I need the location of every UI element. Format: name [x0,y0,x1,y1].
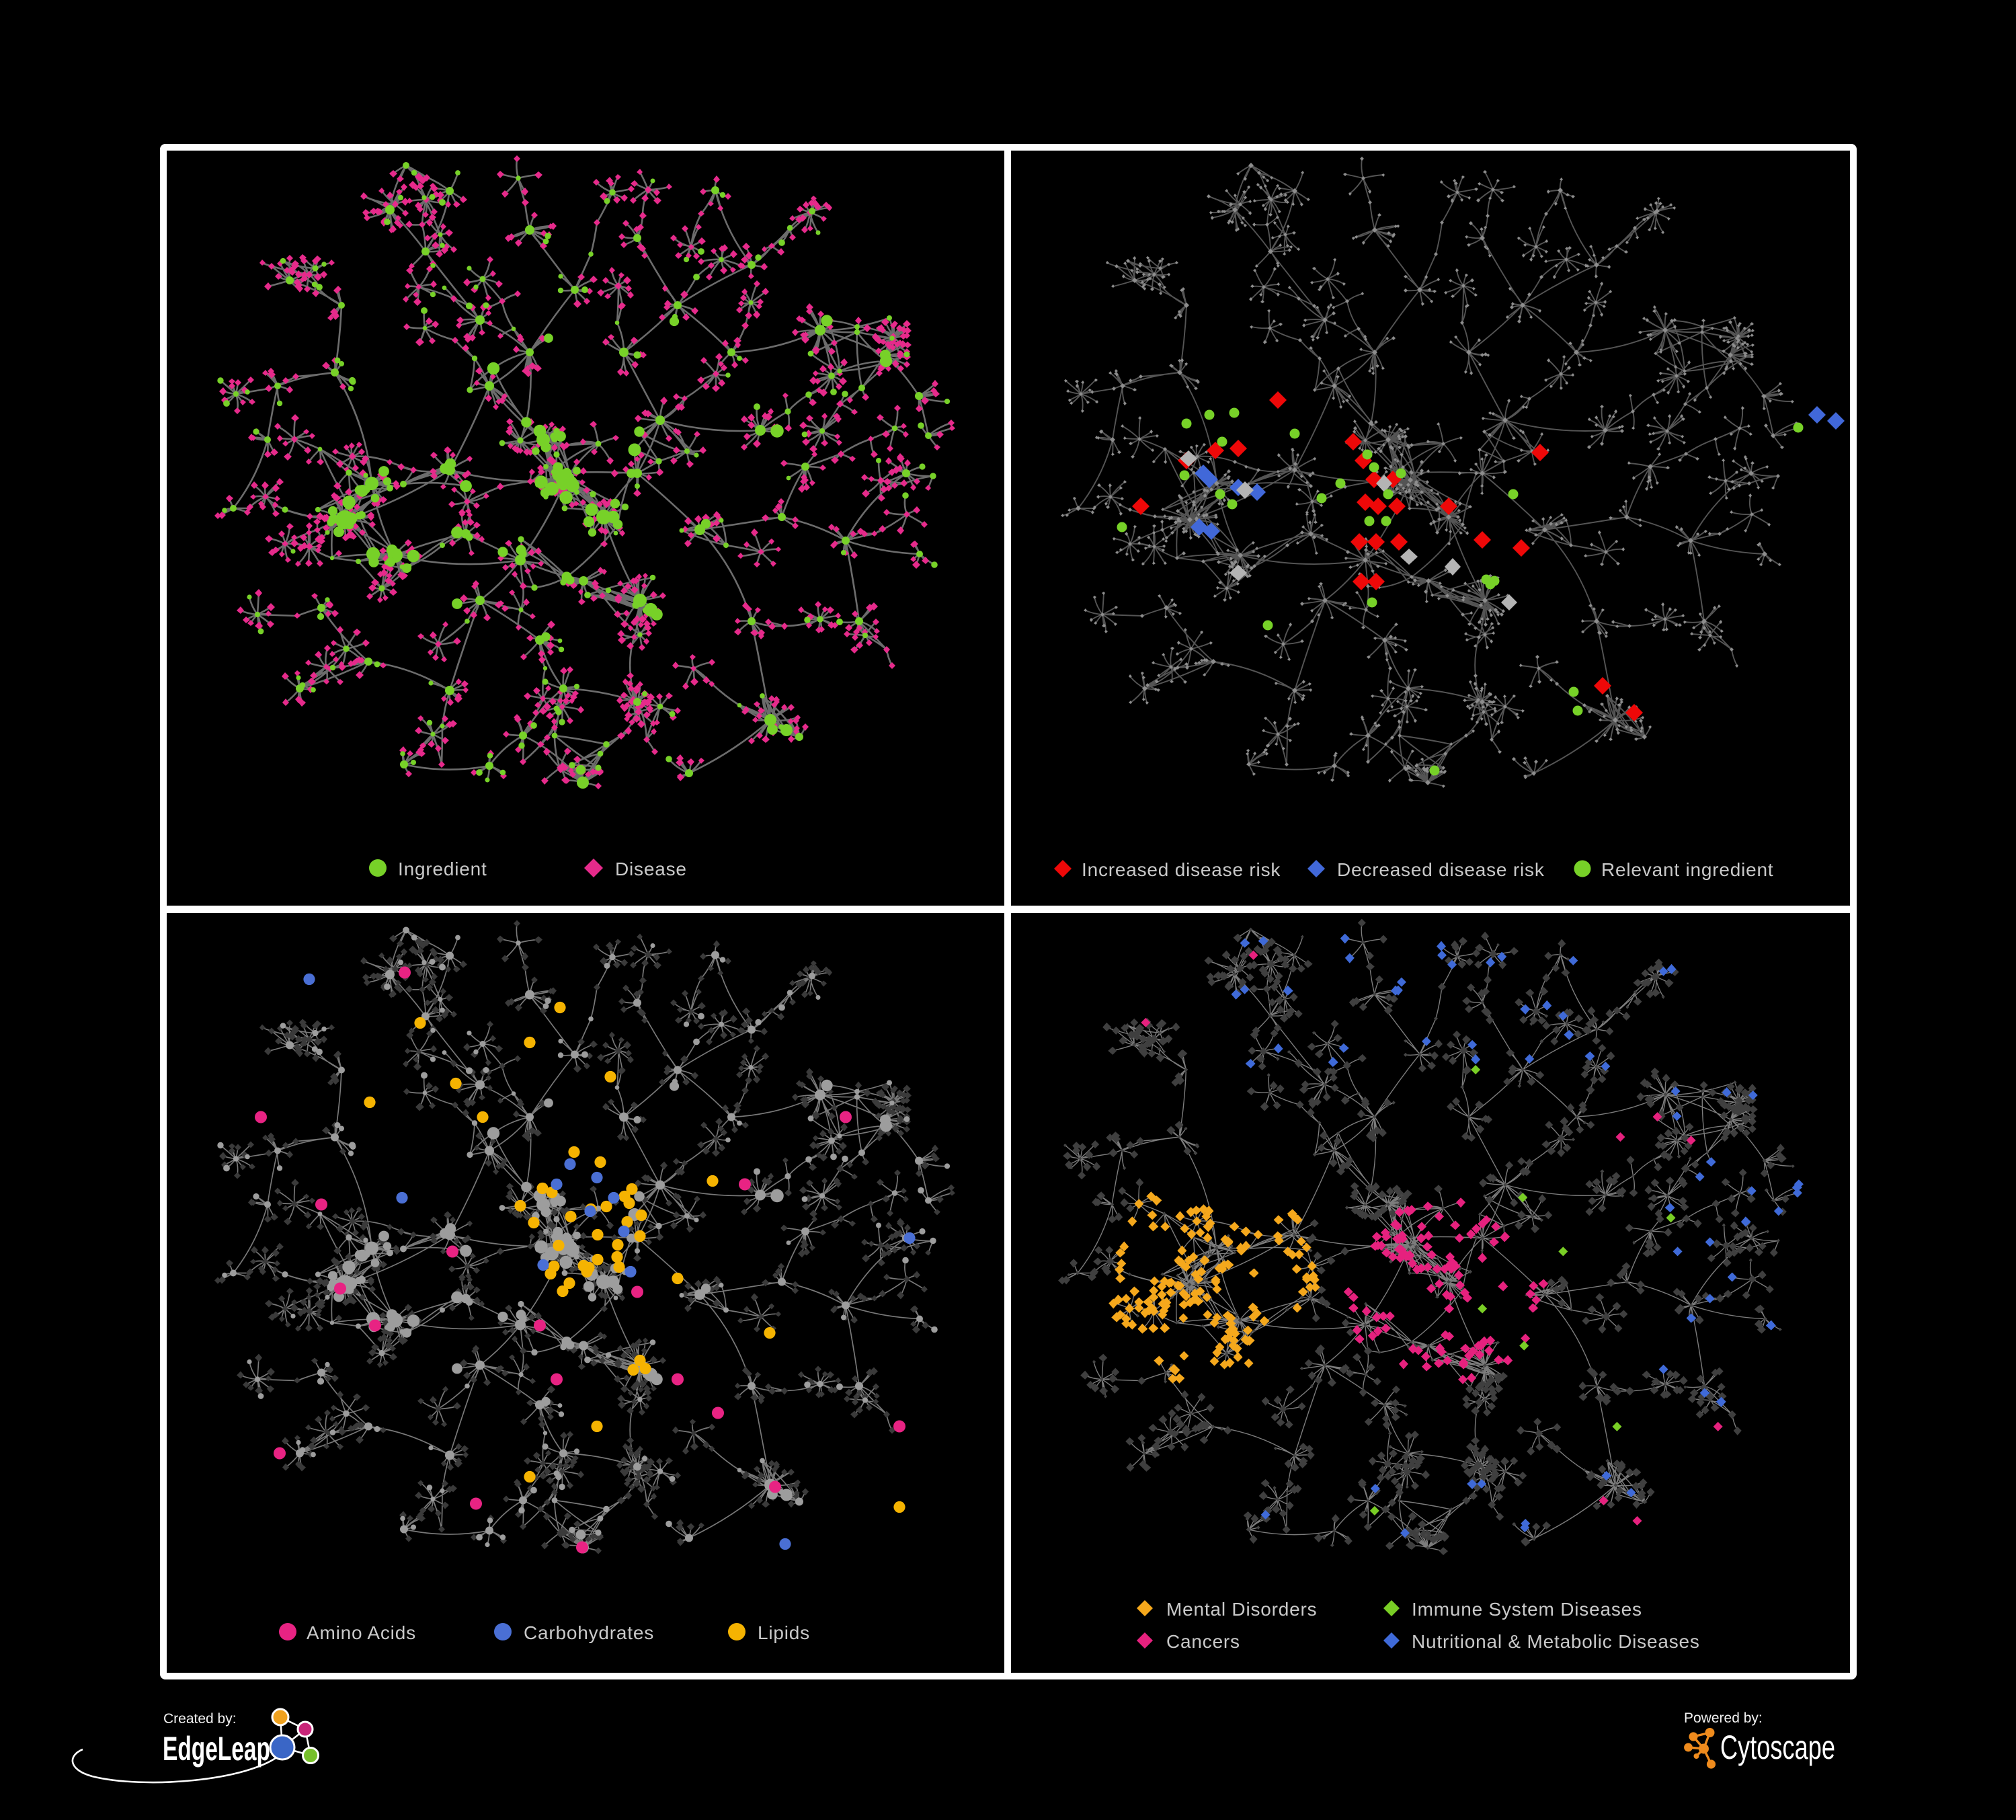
svg-text:Lipids: Lipids [758,1622,810,1643]
svg-text:Created by:: Created by: [163,1711,237,1727]
svg-text:Cancers: Cancers [1166,1631,1240,1652]
svg-text:Disease: Disease [615,859,687,879]
svg-text:Decreased disease risk: Decreased disease risk [1337,859,1545,880]
svg-text:Ingredient: Ingredient [398,859,487,879]
svg-text:Powered by:: Powered by: [1684,1710,1763,1726]
svg-text:Carbohydrates: Carbohydrates [524,1622,654,1643]
svg-text:Relevant ingredient: Relevant ingredient [1601,859,1773,880]
svg-text:Nutritional & Metabolic Diseas: Nutritional & Metabolic Diseases [1412,1631,1700,1652]
svg-text:EdgeLeap: EdgeLeap [163,1730,270,1768]
svg-text:Immune System Diseases: Immune System Diseases [1412,1599,1642,1620]
svg-text:Cytoscape: Cytoscape [1720,1729,1835,1766]
svg-text:Mental Disorders: Mental Disorders [1166,1599,1317,1620]
svg-text:Amino Acids: Amino Acids [307,1622,416,1643]
svg-text:Increased disease risk: Increased disease risk [1082,859,1281,880]
